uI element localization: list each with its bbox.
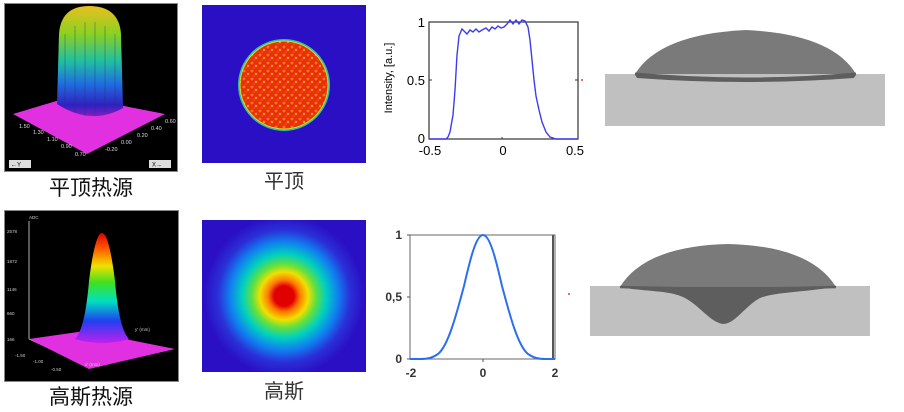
fusion-zone [635, 74, 856, 82]
base-plate [605, 74, 885, 126]
x-tick: 0.60 [165, 119, 176, 125]
gaussian-beam-caption: 高斯 [264, 379, 304, 403]
y-tick: 0 [395, 352, 402, 366]
flat-top-weld-section [600, 20, 890, 132]
flat-top-surface-caption: 平顶热源 [49, 176, 133, 200]
z-tick: 1872 [7, 259, 18, 264]
weld-bead [620, 244, 836, 287]
x-tick: 0 [499, 143, 506, 158]
x-tick: 2 [552, 366, 559, 380]
x-tick: 0.20 [137, 133, 148, 139]
z-tick: 660 [7, 311, 15, 316]
y-tick: 0 [418, 131, 425, 146]
x-tick: 0.00 [121, 140, 132, 146]
y-axis-tag: ←Y [11, 163, 21, 169]
fusion-zone [620, 287, 835, 324]
x-axis-label: x' (mm) [85, 362, 100, 367]
gaussian-surface-plot: ADC 2578 1872 1146 660 166 -1.50 -1.00 -… [4, 210, 179, 382]
y-tick: 0.70 [75, 152, 86, 158]
flat-top-profile-chart: Intensity, [a.u.] 0 0.5 1 -0.5 0 0.5 [370, 0, 590, 165]
z-tick: 1146 [7, 287, 17, 292]
flat-top-beam-caption: 平顶 [264, 169, 304, 193]
gaussian-row: ADC 2578 1872 1146 660 166 -1.50 -1.00 -… [0, 205, 904, 412]
y-tick: 1.50 [19, 124, 30, 130]
y-axis-tag-box [9, 160, 31, 168]
x-axis-tag: X→ [152, 163, 162, 169]
y-axis-label: y' (mm) [135, 327, 150, 332]
red-marker-dot [581, 79, 583, 81]
fusion-line [634, 72, 857, 81]
x-tick: 0.5 [566, 143, 584, 158]
flat-top-surface-graphic: 1.50 1.30 1.10 0.90 0.70 0.60 0.40 0.20 … [9, 6, 176, 169]
z-axis-label: ADC [29, 215, 39, 220]
y-tick: 1 [418, 15, 425, 30]
x-tick: -1.50 [15, 353, 26, 358]
x-tick: -0.50 [51, 367, 62, 372]
y-tick: 0.90 [61, 144, 72, 150]
y-axis-label: Intensity, [a.u.] [383, 43, 395, 114]
gaussian-weld-section [585, 240, 880, 345]
y-tick: 1.10 [47, 137, 58, 143]
z-tick: 2578 [7, 229, 18, 234]
flat-top-profile-line [429, 18, 578, 140]
y-tick: 1 [395, 228, 402, 242]
x-tick: -2 [406, 366, 417, 380]
flat-top-beam-map [202, 5, 366, 163]
x-tick: -0.20 [105, 147, 118, 153]
y-tick: 0.5 [407, 73, 425, 88]
gaussian-surface-caption: 高斯热源 [49, 385, 133, 409]
red-marker-dot [568, 293, 570, 295]
fusion-line [619, 285, 837, 290]
x-tick: 0.40 [151, 126, 162, 132]
x-tick: -1.00 [33, 359, 44, 364]
flat-top-row: 1.50 1.30 1.10 0.90 0.70 0.60 0.40 0.20 … [0, 0, 904, 205]
weld-bead [635, 30, 856, 74]
gaussian-surface-graphic: ADC 2578 1872 1146 660 166 -1.50 -1.00 -… [7, 215, 175, 372]
flat-top-surface-plot: 1.50 1.30 1.10 0.90 0.70 0.60 0.40 0.20 … [4, 3, 178, 172]
y-tick: 1.30 [33, 130, 44, 136]
plot-frame [409, 234, 556, 360]
x-tick: -0.5 [419, 143, 441, 158]
y-tick: 0,5 [385, 290, 402, 304]
gaussian-profile-chart: 0 0,5 1 -2 0 2 [370, 220, 570, 390]
z-tick: 166 [7, 337, 15, 342]
gaussian-profile-line [410, 233, 555, 360]
flat-top-spot-graphic [238, 39, 330, 131]
x-tick: 0 [480, 366, 487, 380]
gaussian-beam-map [202, 220, 366, 372]
x-axis-tag-box [149, 160, 171, 168]
